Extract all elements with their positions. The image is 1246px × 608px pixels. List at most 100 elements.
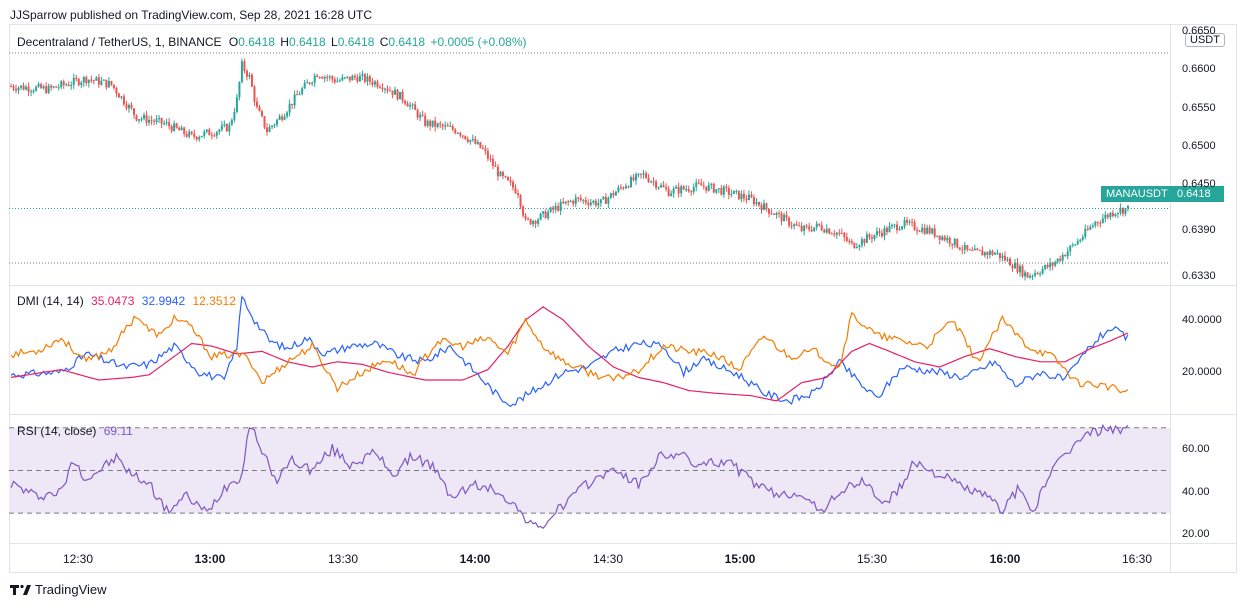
candle-body bbox=[795, 224, 798, 226]
rsi-label[interactable]: RSI (14, close) bbox=[17, 424, 97, 438]
high-label: H bbox=[280, 35, 289, 49]
ohlc-close: C0.6418 bbox=[380, 35, 425, 49]
candle-body bbox=[464, 135, 467, 140]
rsi-series-line bbox=[10, 423, 1129, 529]
candle-body bbox=[479, 142, 482, 148]
candle-body bbox=[559, 201, 562, 211]
candle-body bbox=[1044, 264, 1047, 269]
candle-body bbox=[572, 200, 575, 204]
candle-body bbox=[278, 116, 281, 120]
candle-body bbox=[855, 247, 858, 249]
candle-body bbox=[1001, 255, 1004, 259]
candle-body bbox=[85, 77, 88, 84]
candle-body bbox=[752, 197, 755, 205]
candle-body bbox=[268, 126, 271, 132]
open-value: 0.6418 bbox=[238, 35, 275, 49]
candle-body bbox=[391, 90, 394, 95]
candle-body bbox=[717, 188, 720, 190]
candle-body bbox=[911, 221, 914, 223]
candle-body bbox=[898, 229, 901, 231]
candle-body bbox=[597, 203, 600, 206]
candle-body bbox=[449, 126, 452, 128]
candle-body bbox=[67, 84, 70, 86]
candle-body bbox=[368, 76, 371, 82]
candle-body bbox=[444, 125, 447, 127]
low-value: 0.6418 bbox=[337, 35, 375, 49]
candle-body bbox=[788, 217, 791, 226]
candle-body bbox=[624, 186, 627, 189]
candle-body bbox=[489, 158, 492, 160]
candle-body bbox=[213, 135, 216, 137]
candle-body bbox=[200, 135, 203, 138]
pane-separator-dmi-rsi[interactable] bbox=[9, 414, 1237, 415]
candle-body bbox=[153, 120, 156, 122]
candle-body bbox=[486, 150, 489, 159]
candle-body bbox=[652, 181, 655, 183]
candle-body bbox=[577, 197, 580, 199]
candle-body bbox=[271, 125, 274, 127]
tradingview-footer[interactable]: TradingView bbox=[10, 582, 107, 597]
candle-body bbox=[991, 250, 994, 255]
currency-badge[interactable]: USDT bbox=[1185, 33, 1225, 47]
candle-body bbox=[228, 124, 231, 132]
candle-body bbox=[539, 213, 542, 220]
candle-body bbox=[1089, 226, 1092, 230]
price-axis-separator bbox=[1170, 24, 1171, 573]
candle-body bbox=[318, 76, 321, 78]
candle-body bbox=[356, 77, 359, 82]
dmi-label[interactable]: DMI (14, 14) bbox=[17, 294, 84, 308]
candle-body bbox=[235, 97, 238, 112]
dmi-series-line bbox=[10, 306, 1129, 402]
symbol-name[interactable]: Decentraland / TetherUS, 1, BINANCE bbox=[17, 35, 222, 49]
price-tick-label: 0.6450 bbox=[1182, 178, 1216, 191]
candle-body bbox=[301, 88, 304, 95]
price-tick-label: 0.6330 bbox=[1182, 269, 1216, 282]
candle-body bbox=[645, 173, 648, 178]
candle-body bbox=[757, 201, 760, 206]
candle-body bbox=[707, 184, 710, 191]
pane-separator-price-dmi[interactable] bbox=[9, 285, 1237, 286]
candle-body bbox=[587, 202, 590, 205]
candle-body bbox=[205, 129, 208, 132]
rsi-legend[interactable]: RSI (14, close) 69.11 bbox=[17, 424, 137, 438]
candle-body bbox=[105, 79, 108, 88]
candle-body bbox=[923, 227, 926, 234]
candle-body bbox=[880, 232, 883, 237]
candle-body bbox=[1094, 222, 1097, 226]
candle-body bbox=[358, 75, 361, 82]
candle-body bbox=[40, 83, 43, 89]
symbol-legend[interactable]: Decentraland / TetherUS, 1, BINANCE O0.6… bbox=[17, 35, 531, 49]
candle-body bbox=[622, 187, 625, 189]
candle-body bbox=[60, 81, 63, 88]
close-value: 0.6418 bbox=[388, 35, 426, 49]
candle-body bbox=[747, 194, 750, 201]
candle-body bbox=[700, 183, 703, 186]
candle-body bbox=[778, 213, 781, 215]
candle-body bbox=[353, 75, 356, 78]
candle-body bbox=[896, 224, 899, 231]
candle-body bbox=[459, 132, 462, 136]
candle-body bbox=[461, 135, 464, 137]
candle-body bbox=[1049, 262, 1052, 268]
candle-body bbox=[37, 83, 40, 87]
candle-body bbox=[800, 225, 803, 232]
candle-body bbox=[745, 198, 748, 201]
candle-body bbox=[504, 175, 507, 177]
candle-body bbox=[17, 87, 20, 91]
candle-body bbox=[27, 86, 30, 92]
candle-body bbox=[258, 106, 261, 112]
candle-body bbox=[660, 185, 663, 188]
dmi-legend[interactable]: DMI (14, 14) 35.0473 32.9942 12.3512 bbox=[17, 294, 240, 308]
candle-body bbox=[1126, 205, 1129, 209]
candle-body bbox=[973, 248, 976, 251]
candle-body bbox=[57, 87, 60, 89]
candle-body bbox=[627, 186, 630, 188]
candle-body bbox=[1039, 273, 1042, 275]
candle-body bbox=[629, 177, 632, 188]
candle-body bbox=[421, 114, 424, 116]
candle-body bbox=[185, 133, 188, 137]
candle-body bbox=[469, 139, 472, 142]
candle-body bbox=[1081, 236, 1084, 240]
candle-body bbox=[893, 224, 896, 226]
